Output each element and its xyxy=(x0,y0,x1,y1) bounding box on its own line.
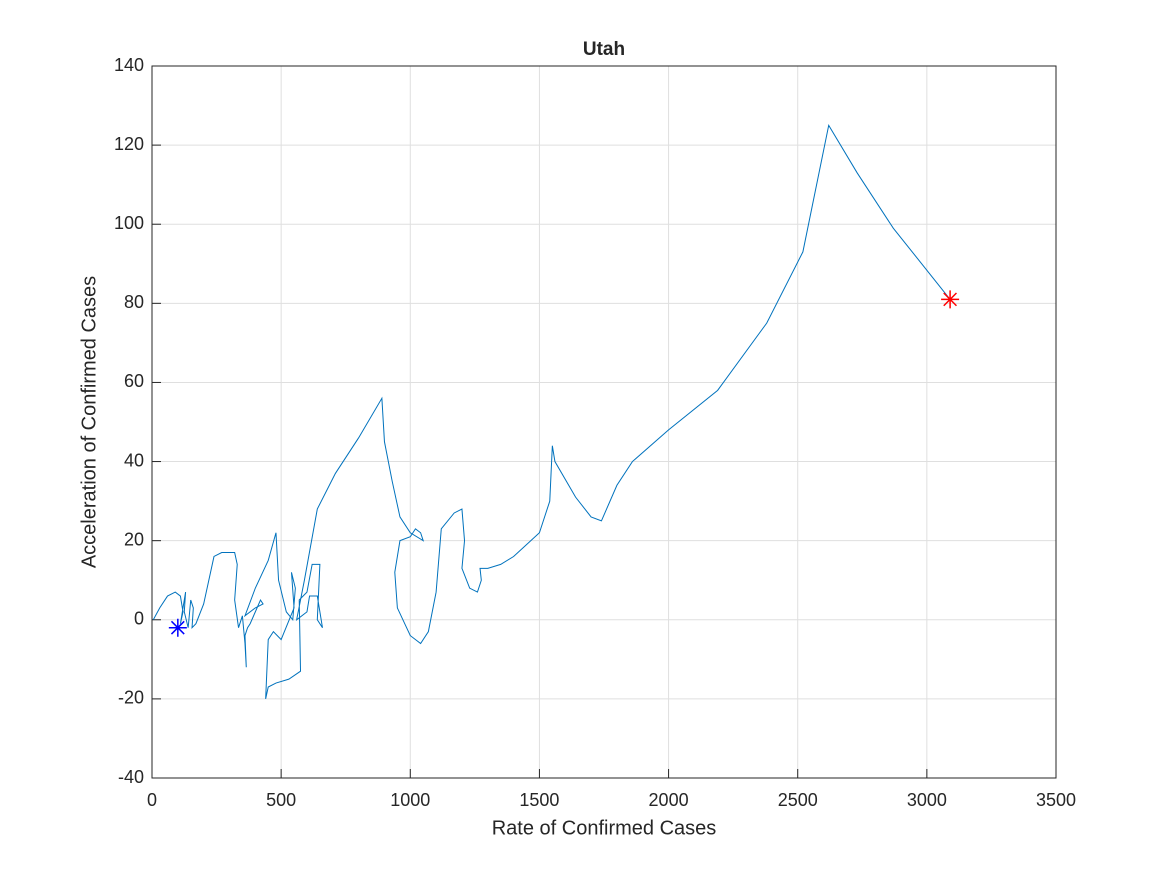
y-tick-label: 100 xyxy=(114,213,144,233)
star-marker xyxy=(168,618,187,637)
x-tick-label: 2000 xyxy=(649,790,689,810)
line xyxy=(152,123,951,699)
x-tick-label: 3500 xyxy=(1036,790,1076,810)
x-tick-label: 1500 xyxy=(519,790,559,810)
chart-title: Utah xyxy=(583,39,625,60)
y-tick-label: -40 xyxy=(118,767,144,787)
x-tick-label: 0 xyxy=(147,790,157,810)
y-tick-label: 20 xyxy=(124,529,144,549)
y-tick-label: -20 xyxy=(118,688,144,708)
x-axis-label: Rate of Confirmed Cases xyxy=(492,817,717,839)
y-tick-label: 40 xyxy=(124,450,144,470)
y-tick-label: 120 xyxy=(114,134,144,154)
star-marker xyxy=(941,290,960,309)
y-tick-label: 80 xyxy=(124,292,144,312)
x-tick-label: 3000 xyxy=(907,790,947,810)
x-tick-label: 500 xyxy=(266,790,296,810)
y-tick-label: 60 xyxy=(124,371,144,391)
plot-frame xyxy=(151,65,1057,779)
x-tick-label: 1000 xyxy=(390,790,430,810)
y-tick-label: 0 xyxy=(134,609,144,629)
x-tick-label: 2500 xyxy=(778,790,818,810)
y-tick-label: 140 xyxy=(114,55,144,75)
y-axis-label: Acceleration of Confirmed Cases xyxy=(78,276,100,568)
